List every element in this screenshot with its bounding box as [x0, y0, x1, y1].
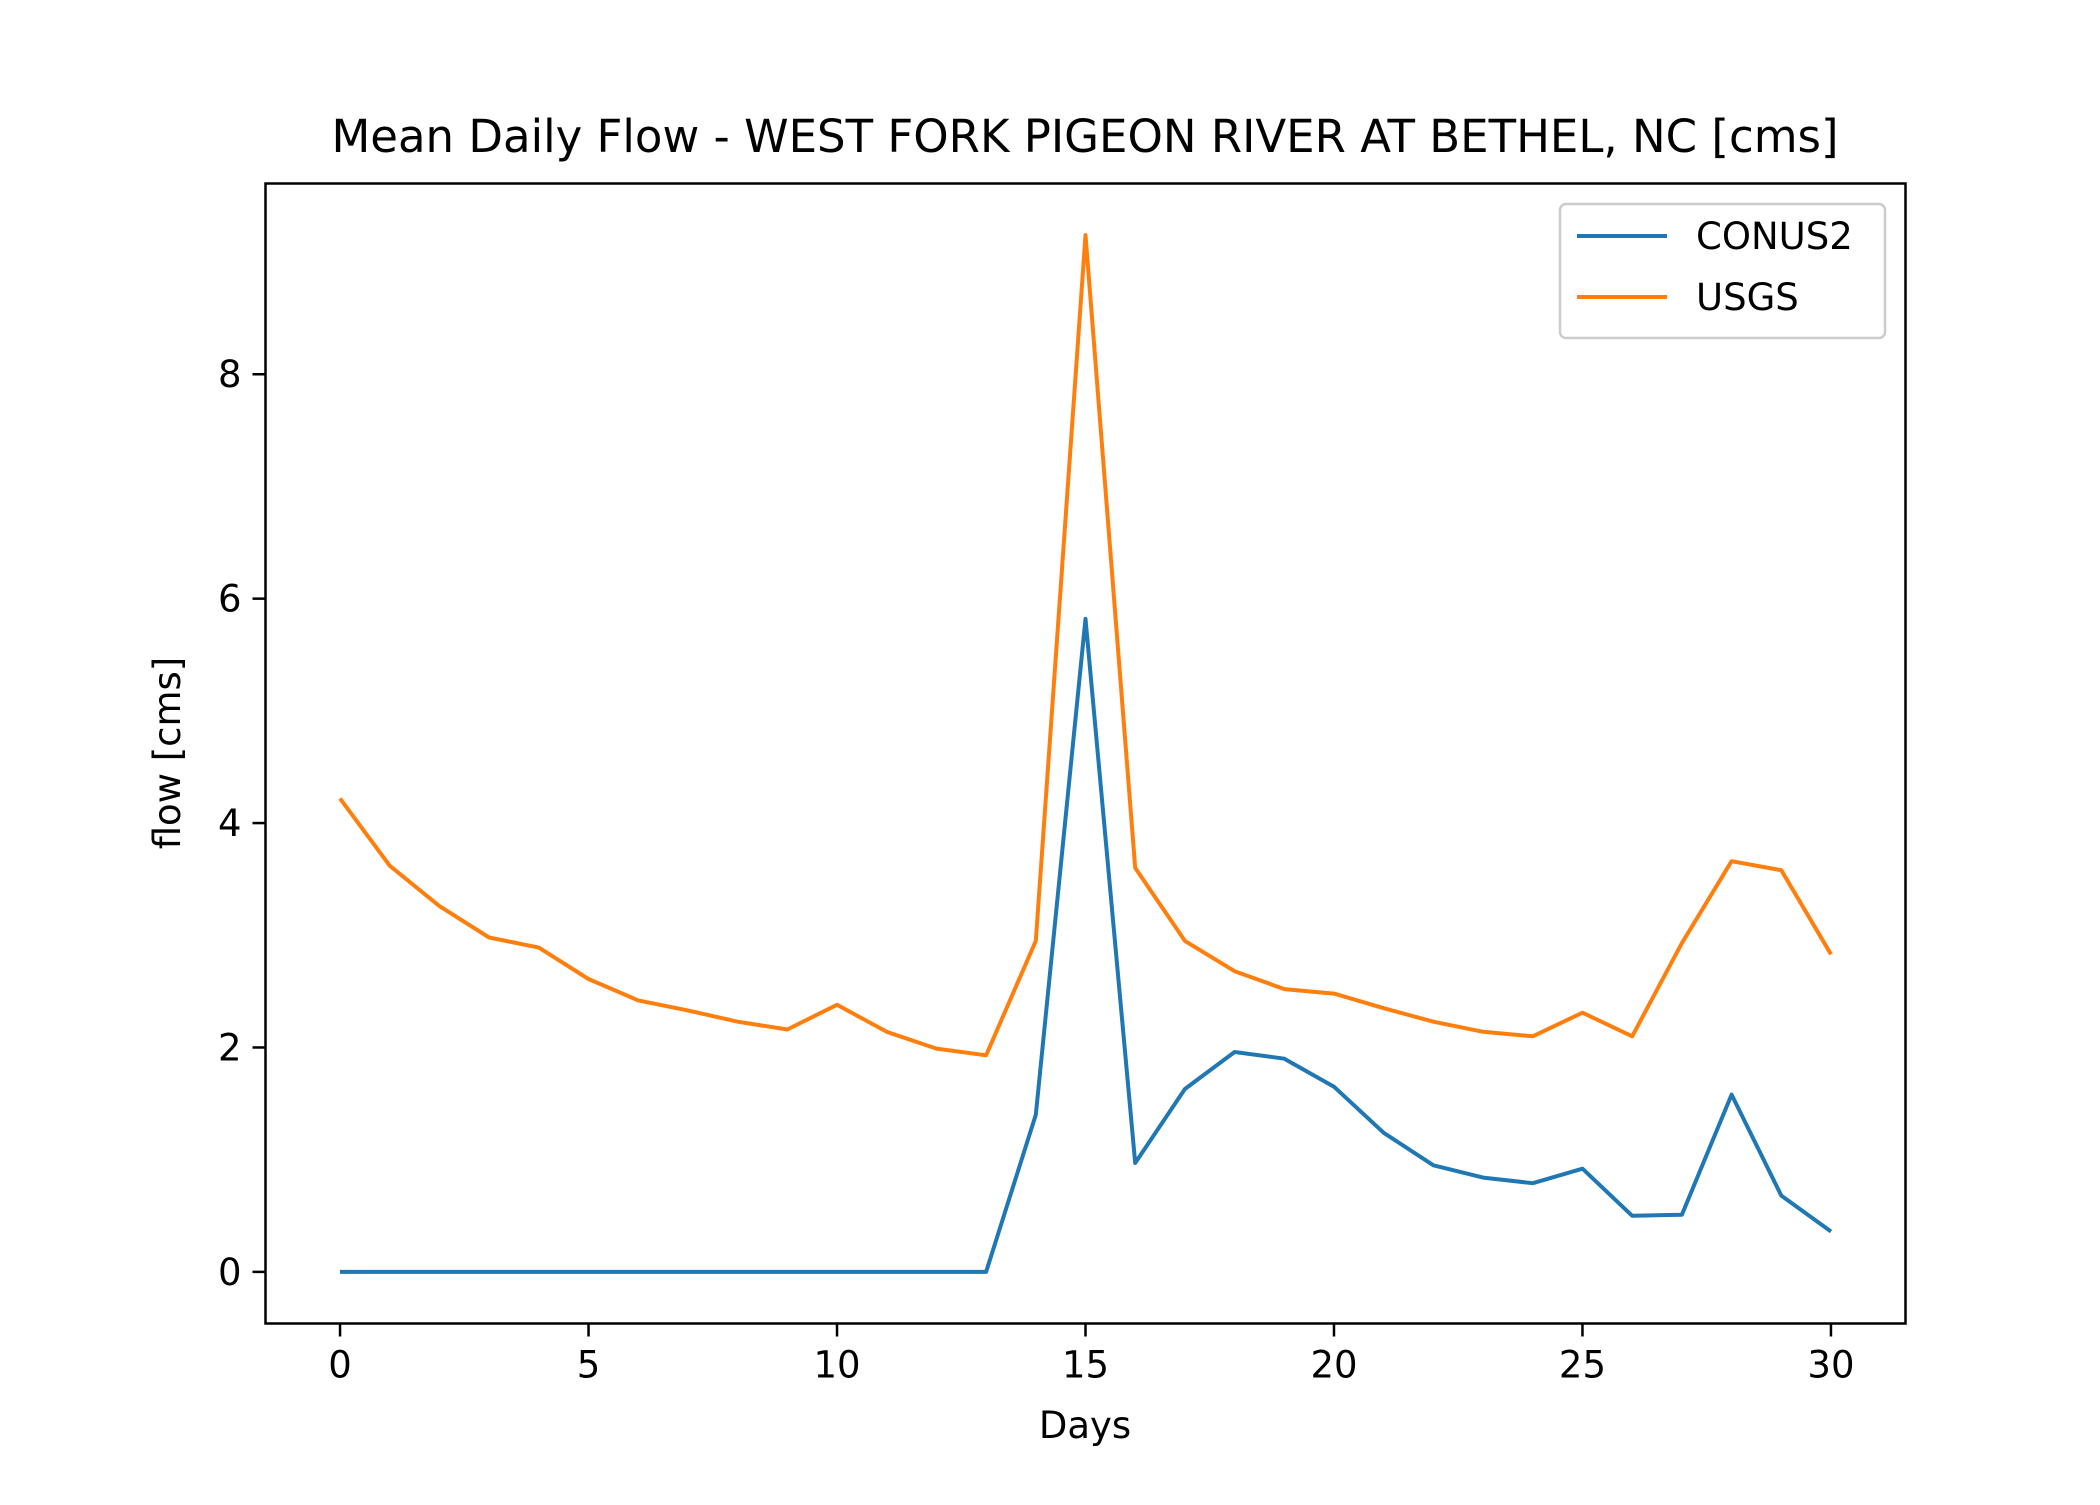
x-tick-label: 10	[813, 1344, 860, 1387]
y-tick-label: 4	[218, 802, 242, 845]
y-axis-label: flow [cms]	[146, 657, 189, 850]
legend: CONUS2 USGS	[1558, 202, 1887, 340]
chart-title: Mean Daily Flow - WEST FORK PIGEON RIVER…	[331, 110, 1838, 163]
legend-label-usgs: USGS	[1696, 276, 1799, 319]
x-tick-label: 25	[1559, 1344, 1606, 1387]
y-tick-label: 6	[218, 578, 242, 621]
x-axis-label: Days	[1039, 1404, 1131, 1447]
series-line-usgs	[338, 233, 1833, 1058]
y-tick-label: 8	[218, 353, 242, 396]
y-tick-label: 0	[218, 1251, 242, 1294]
x-axis: 0 5 10 15 20 25 30	[328, 1323, 1855, 1387]
x-tick-label: 20	[1310, 1344, 1357, 1387]
legend-label-conus2: CONUS2	[1696, 215, 1853, 258]
series-layer	[338, 233, 1833, 1274]
series-line-conus2	[340, 616, 1833, 1274]
x-tick-label: 15	[1062, 1344, 1109, 1387]
y-tick-label: 2	[218, 1026, 242, 1069]
x-tick-label: 0	[328, 1344, 352, 1387]
x-tick-label: 5	[577, 1344, 601, 1387]
y-axis: 0 2 4 6 8	[218, 353, 266, 1294]
x-tick-label: 30	[1807, 1344, 1854, 1387]
